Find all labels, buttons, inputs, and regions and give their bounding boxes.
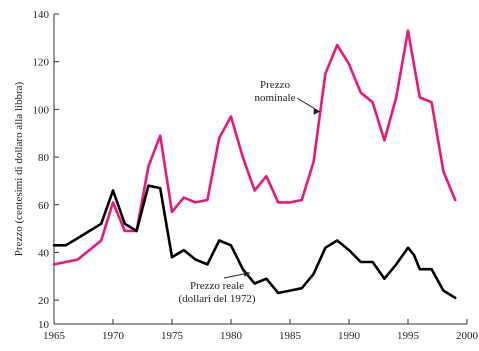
- y-tick-label: 10: [38, 319, 50, 331]
- y-tick-label: 140: [33, 9, 50, 21]
- x-tick-label: 1970: [102, 330, 125, 342]
- y-tick-label: 20: [38, 295, 50, 307]
- y-tick-label: 40: [38, 247, 50, 259]
- series-layer: [52, 29, 457, 300]
- axes: 1965 1970 1975 1980 1985 1990 1995 200010204060…: [13, 9, 479, 342]
- y-tick-label: 60: [38, 200, 50, 212]
- x-tick-label: 1965: [43, 330, 66, 342]
- nominal-price-line: [52, 29, 457, 266]
- y-axis-title: Prezzo (centesimi di dollaro alla libbra…: [13, 81, 25, 256]
- nominal-price-arrowhead: [313, 108, 320, 115]
- real-price-label-line: Prezzo reale: [190, 280, 244, 292]
- x-tick-label: 1990: [338, 330, 361, 342]
- real-price-line: [52, 184, 457, 300]
- y-tick-label: 120: [33, 57, 50, 69]
- y-tick-label: 100: [33, 104, 50, 116]
- x-tick-label: 1975: [161, 330, 184, 342]
- real-price-arrowhead: [243, 270, 250, 277]
- nominal-price-label-line: Prezzo: [260, 79, 290, 91]
- nominal-price-label-line: nominale: [255, 92, 296, 104]
- x-tick-label: 1980: [220, 330, 243, 342]
- nominal-price-arrow: [296, 97, 320, 113]
- x-tick-label: 1985: [279, 330, 302, 342]
- x-tick-label: 1995: [397, 330, 420, 342]
- y-tick-label: 80: [38, 152, 50, 164]
- x-tick-label: 2000: [456, 330, 479, 342]
- real-price-label-line: (dollari del 1972): [179, 293, 256, 305]
